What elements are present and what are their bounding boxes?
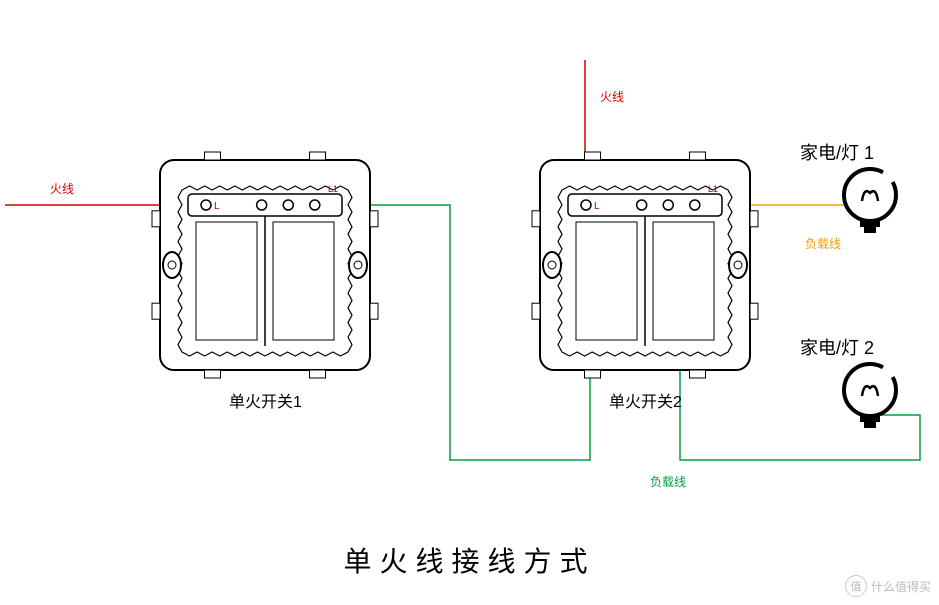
terminal-label-L1: L1 xyxy=(328,184,338,194)
b2 xyxy=(844,364,896,428)
watermark-text: 什么值得买 xyxy=(871,578,931,595)
wire-label-live1: 火线 xyxy=(50,180,74,197)
terminal-label-L: L xyxy=(214,201,220,212)
terminal-label-L1: L1 xyxy=(708,184,718,194)
diagram-title: 单火线接线方式 xyxy=(0,540,939,580)
watermark-icon: 值 xyxy=(845,575,867,597)
sw2: L L1 xyxy=(532,152,758,378)
svg-layer: L L1 L L1 xyxy=(0,0,939,605)
sw2-label: 单火开关2 xyxy=(609,388,682,412)
wire-label-live2: 火线 xyxy=(600,88,624,105)
b1 xyxy=(844,169,896,233)
b2-label: 家电/灯 2 xyxy=(800,334,874,360)
sw1: L L1 xyxy=(152,152,378,378)
diagram-canvas: LL1LL1 火线火线负载线负载线单火开关1单火开关2家电/灯 1家电/灯 2 … xyxy=(0,0,939,605)
b1-label: 家电/灯 1 xyxy=(800,139,874,165)
watermark: 值 什么值得买 xyxy=(845,575,931,597)
wire-label-sw2-to-bulb2: 负载线 xyxy=(650,473,686,490)
sw1-label: 单火开关1 xyxy=(229,388,302,412)
terminal-label-L: L xyxy=(594,201,600,212)
wire-label-sw2-to-bulb1: 负载线 xyxy=(805,235,841,252)
